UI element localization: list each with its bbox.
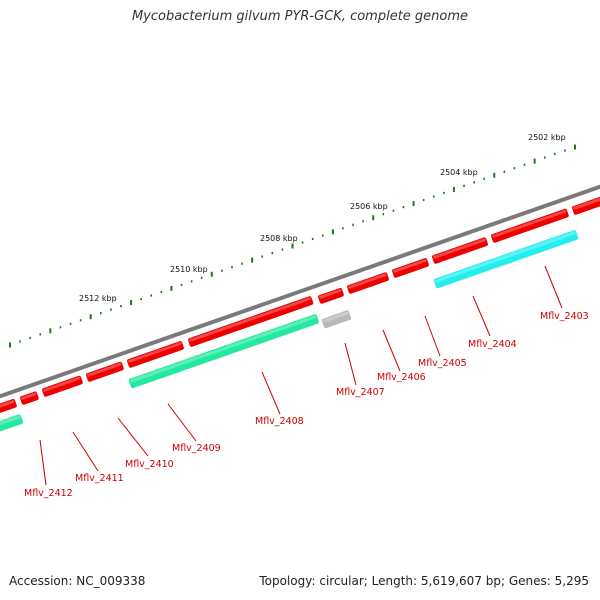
accession-text: Accession: NC_009338 [9,574,146,588]
leader-line [382,329,401,372]
gene-forward [347,272,389,294]
gene-label: Mflv_2404 [468,339,517,350]
gene-forward [0,399,17,414]
leader-line [72,431,99,472]
leader-line [344,342,357,386]
gene-label: Mflv_2409 [172,443,221,454]
gene-forward [432,237,488,264]
leader-line [424,315,441,357]
scale-label: 2502 kbp [528,133,566,142]
gene-forward [127,341,184,368]
gene-label: Mflv_2406 [377,372,426,383]
gene-forward [318,287,344,304]
scale-label: 2510 kbp [170,265,208,274]
gene-forward [188,296,314,347]
scale-label: 2504 kbp [440,168,478,177]
gene-label: Mflv_2410 [125,459,174,470]
gene-label: Mflv_2403 [540,311,589,322]
gene-forward [392,258,429,278]
gene-features [0,196,600,433]
leader-line [472,295,491,337]
scale-label: 2506 kbp [350,202,388,211]
genome-backbone [0,184,600,399]
leader-line [261,371,281,415]
gene-forward [20,391,39,405]
scale-label: 2512 kbp [79,294,117,303]
gene-forward [572,196,600,215]
genome-title: Mycobacterium gilvum PYR-GCK, complete g… [131,9,469,24]
gene-reverse [433,230,579,289]
leader-line [167,403,197,442]
gene-reverse [0,414,23,433]
gene-forward [42,375,83,397]
gene-reverse [321,310,351,329]
scale-ticks [9,144,576,348]
gene-label: Mflv_2407 [336,387,385,398]
gene-label: Mflv_2412 [24,488,73,499]
gene-forward [491,208,569,243]
gene-label: Mflv_2411 [75,473,124,484]
gene-label: Mflv_2405 [418,358,467,369]
topology-text: Topology: circular; Length: 5,619,607 bp… [259,574,589,588]
label-leader-lines [39,265,563,486]
leader-line [39,439,47,486]
leader-line [544,265,563,309]
gene-forward [86,361,124,382]
leader-line [117,417,149,457]
scale-labels: 2502 kbp 2504 kbp 2506 kbp 2508 kbp 2510 kbp… [79,133,566,303]
gene-reverse [128,314,319,389]
gene-label: Mflv_2408 [255,416,304,427]
scale-label: 2508 kbp [260,234,298,243]
